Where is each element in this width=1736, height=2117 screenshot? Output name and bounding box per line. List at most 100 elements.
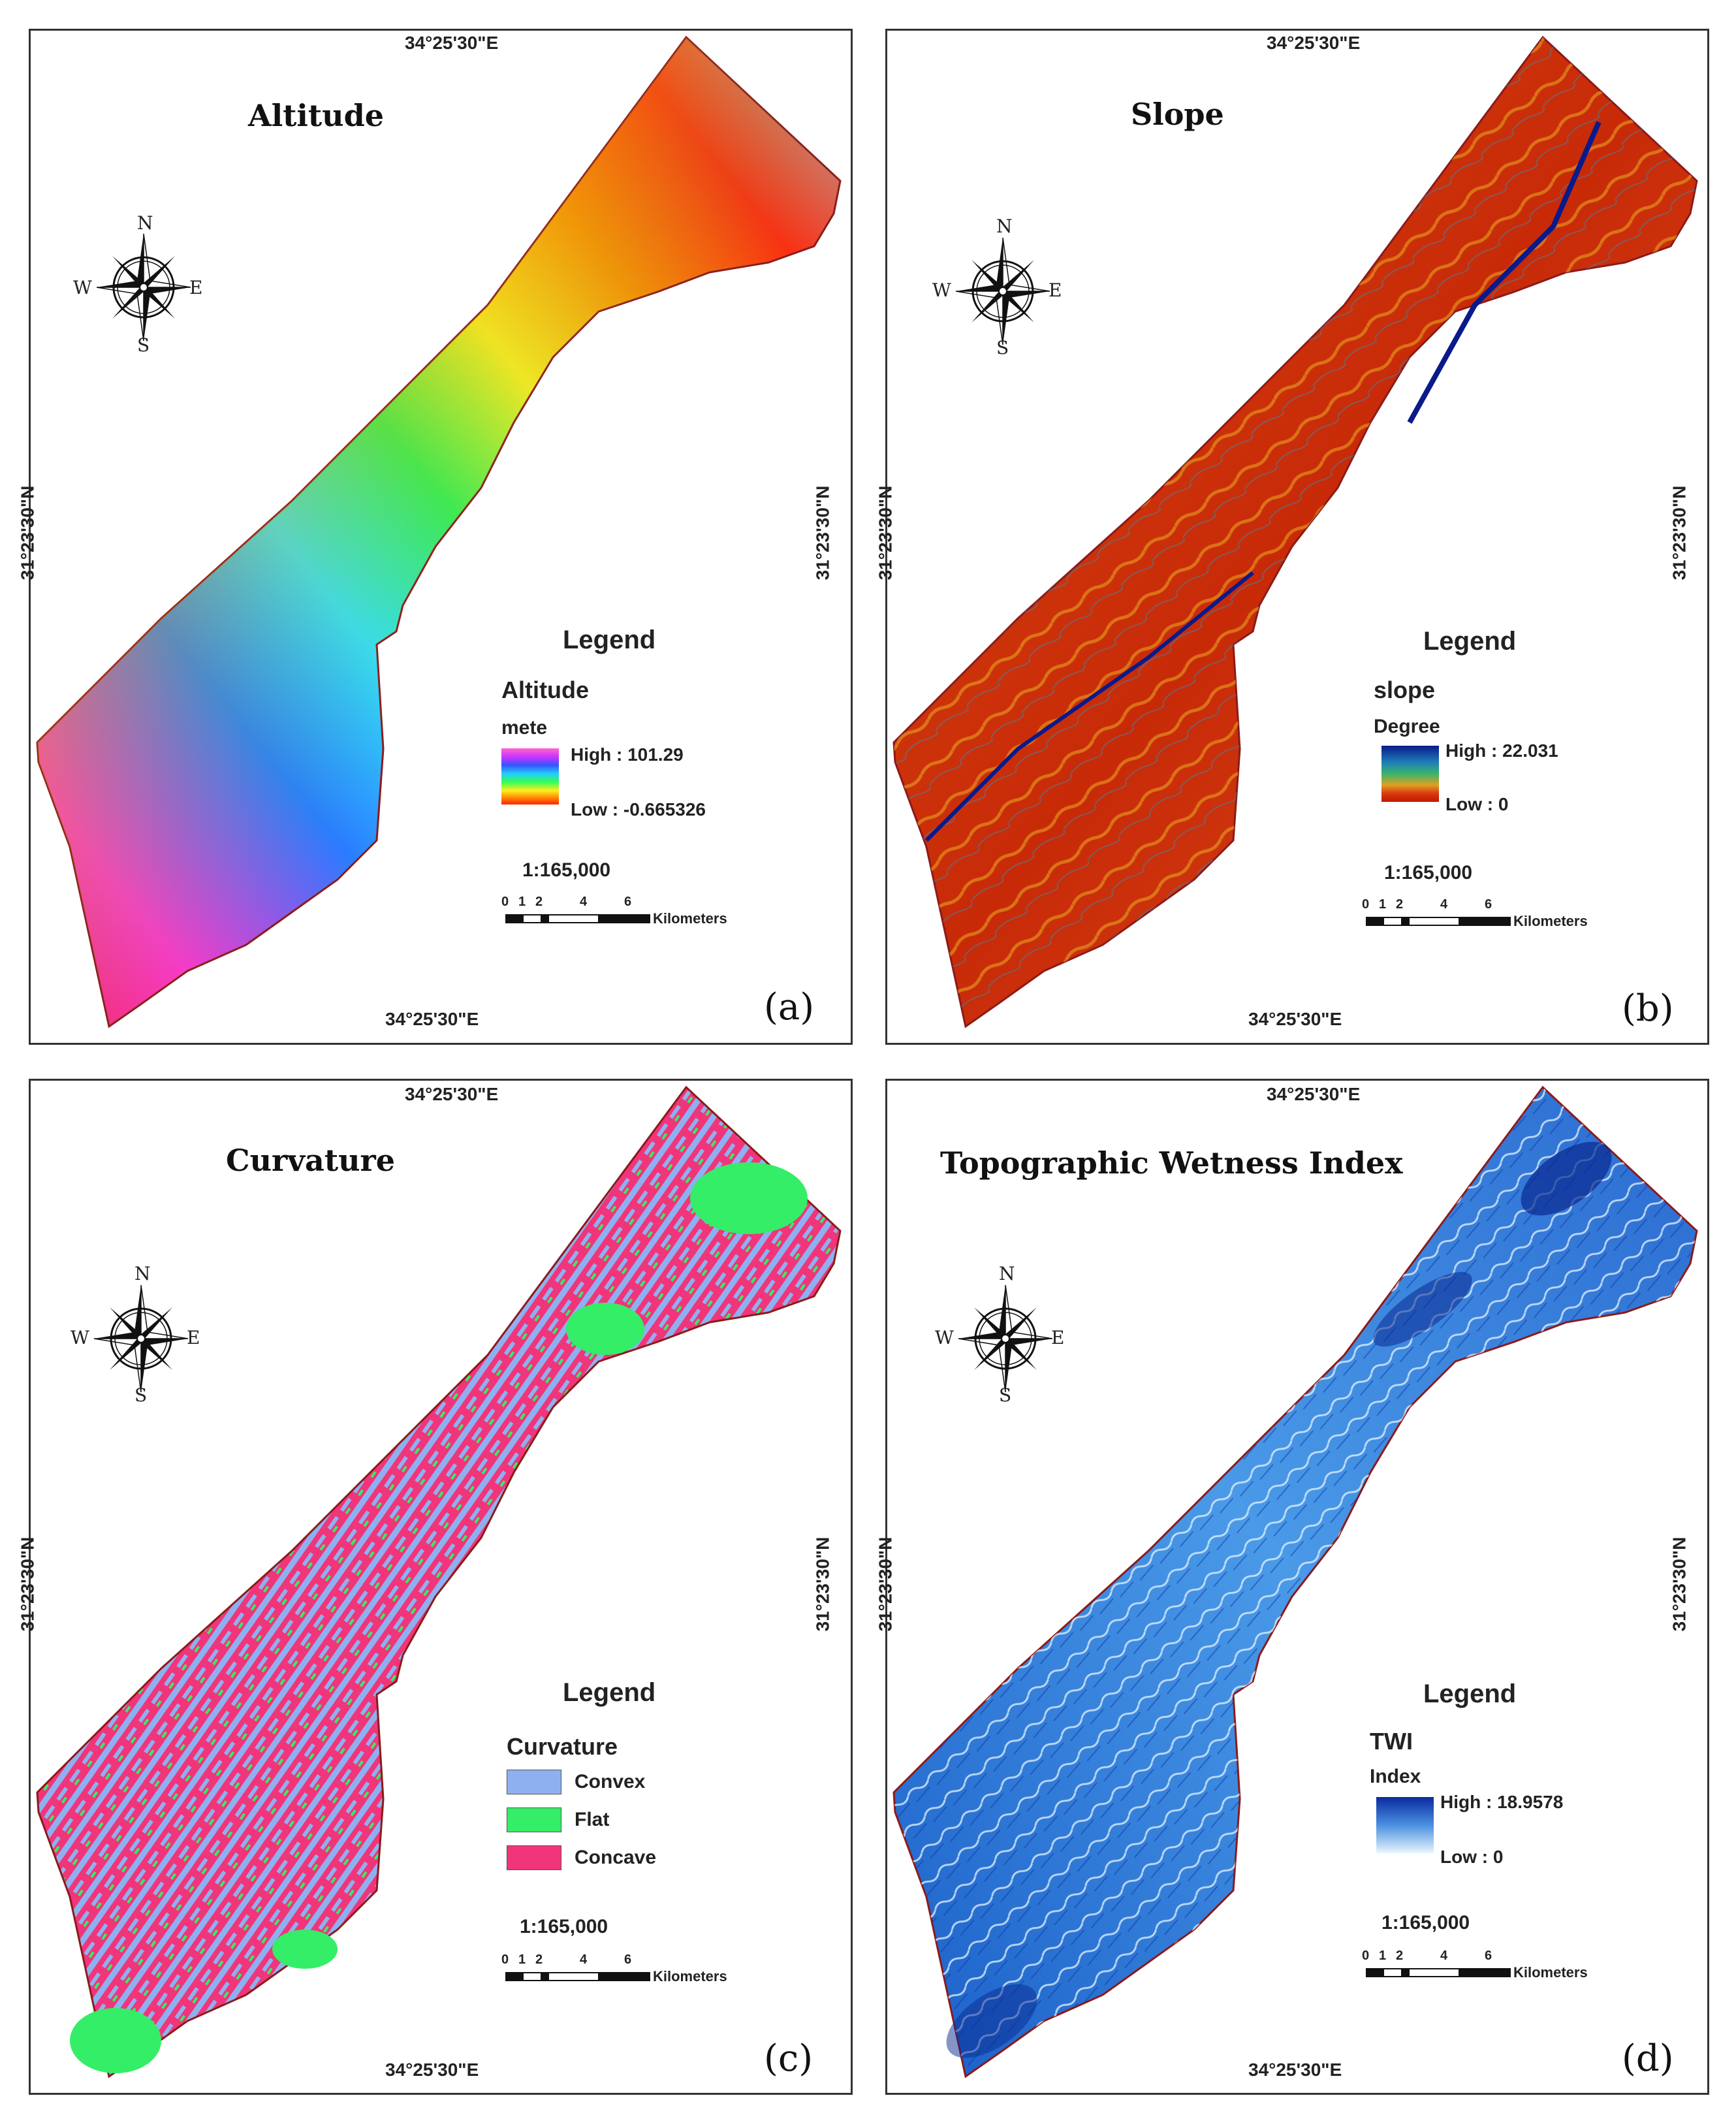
scalebar-tick: 0 (1362, 897, 1370, 912)
coord-top-label: 34°25'30"E (405, 33, 499, 53)
slope-ridge-line (924, 571, 1254, 842)
color-ramp (1381, 746, 1439, 802)
scale-ratio: 1:165,000 (520, 1916, 608, 1937)
legend-title: Legend (563, 626, 656, 654)
legend-swatch-flat (507, 1807, 561, 1832)
coord-top-label: 34°25'30"E (1267, 1084, 1361, 1104)
coord-top-label: 34°25'30"E (405, 1084, 499, 1104)
scalebar-tick: 6 (624, 1952, 632, 1967)
compass-w-label: W (73, 277, 92, 298)
map-title: Topographic Wetness Index (940, 1145, 1403, 1181)
scalebar-tick: 6 (1485, 897, 1492, 912)
legend-title: Legend (1423, 1679, 1517, 1708)
altitude-overlay (37, 37, 840, 1027)
compass-e-label: E (1051, 1327, 1065, 1348)
legend-title: Legend (563, 1678, 656, 1707)
north-arrow-icon (95, 232, 192, 342)
curvature-map (36, 1085, 842, 2078)
legend-swatch-concave (507, 1845, 561, 1870)
panel-letter: (c) (764, 2037, 813, 2080)
legend-low-value: Low : 0 (1445, 794, 1509, 814)
scalebar-unit: Kilometers (1513, 1964, 1588, 1981)
panel-curvature (29, 1079, 853, 2095)
scalebar-tick: 4 (580, 1952, 588, 1967)
scalebar-tick: 1 (1379, 897, 1387, 912)
coord-bottom-label: 34°25'30"E (1248, 1009, 1342, 1029)
compass-s-label: S (137, 334, 150, 356)
scalebar (1366, 1968, 1511, 1977)
legend-unit: Degree (1374, 716, 1440, 737)
compass-w-label: W (932, 279, 951, 301)
legend-unit: mete (501, 717, 548, 739)
scalebar-tick: 6 (624, 895, 632, 909)
scalebar (505, 914, 650, 923)
legend-swatch-convex (507, 1770, 561, 1794)
compass-e-label: E (1049, 279, 1062, 301)
coord-top-label: 34°25'30"E (1267, 33, 1361, 53)
scalebar-unit: Kilometers (653, 910, 727, 927)
legend-layer-name: Curvature (507, 1733, 618, 1760)
map-title: Curvature (226, 1143, 396, 1178)
scalebar-unit: Kilometers (653, 1968, 727, 1984)
high-twi-zone (1521, 1141, 1612, 1216)
flat-area (690, 1162, 808, 1234)
legend-high-value: High : 22.031 (1445, 740, 1558, 761)
scalebar-tick: 0 (501, 895, 509, 909)
color-ramp (1376, 1797, 1434, 1853)
coord-left-label: 31°23'30"N (17, 1536, 38, 1632)
scalebar (505, 1972, 650, 1981)
compass-s-label: S (134, 1384, 148, 1406)
coord-left-label: 31°23'30"N (17, 485, 38, 581)
panel-letter: (a) (764, 986, 815, 1028)
legend-layer-name: Altitude (501, 676, 589, 703)
coord-right-label: 31°23'30"N (1669, 485, 1690, 581)
scalebar (1366, 917, 1511, 926)
legend-label-concave: Concave (575, 1847, 657, 1868)
legend-label-convex: Convex (575, 1771, 646, 1792)
altitude-map (36, 35, 842, 1028)
compass-e-label: E (189, 277, 203, 298)
scale-ratio: 1:165,000 (1381, 1912, 1470, 1934)
legend-title: Legend (1423, 627, 1517, 656)
panel-altitude (29, 29, 853, 1045)
scalebar-tick: 6 (1485, 1949, 1492, 1963)
compass-n-label: N (134, 1263, 151, 1284)
panel-letter: (d) (1622, 2037, 1674, 2080)
compass-s-label: S (999, 1384, 1012, 1406)
compass-w-label: W (71, 1327, 89, 1348)
coord-bottom-label: 34°25'30"E (385, 1009, 479, 1029)
compass-w-label: W (935, 1327, 954, 1348)
compass-e-label: E (187, 1327, 200, 1348)
flat-area (566, 1303, 644, 1355)
scalebar-tick: 2 (535, 1952, 543, 1967)
coord-right-label: 31°23'30"N (812, 1536, 833, 1632)
flat-area (272, 1930, 338, 1969)
panel-slope (885, 29, 1709, 1045)
scalebar-tick: 4 (1440, 897, 1448, 912)
legend-high-value: High : 18.9578 (1440, 1792, 1564, 1812)
slope-texture (894, 37, 1697, 1027)
scalebar-tick: 2 (1396, 897, 1404, 912)
scale-ratio: 1:165,000 (522, 859, 611, 881)
map-title: Slope (1131, 97, 1224, 132)
twi-texture (894, 1087, 1697, 2077)
slope-map (892, 35, 1698, 1028)
scalebar-tick: 2 (535, 895, 543, 909)
flat-area (70, 2008, 161, 2073)
coord-right-label: 31°23'30"N (812, 485, 833, 581)
scalebar-tick: 0 (1362, 1949, 1370, 1963)
legend-layer-name: TWI (1370, 1728, 1413, 1755)
color-ramp (501, 748, 559, 804)
coord-bottom-label: 34°25'30"E (1248, 2060, 1342, 2080)
legend-unit: Index (1370, 1766, 1421, 1787)
map-title: Altitude (248, 98, 385, 133)
scale-ratio: 1:165,000 (1384, 862, 1473, 883)
compass-n-label: N (996, 215, 1013, 237)
coord-bottom-label: 34°25'30"E (385, 2060, 479, 2080)
legend-label-flat: Flat (575, 1809, 610, 1830)
panel-twi (885, 1079, 1709, 2095)
panel-letter: (b) (1622, 987, 1674, 1030)
legend-layer-name: slope (1374, 676, 1436, 703)
scalebar-tick: 1 (518, 1952, 526, 1967)
scalebar-tick: 2 (1396, 1949, 1404, 1963)
